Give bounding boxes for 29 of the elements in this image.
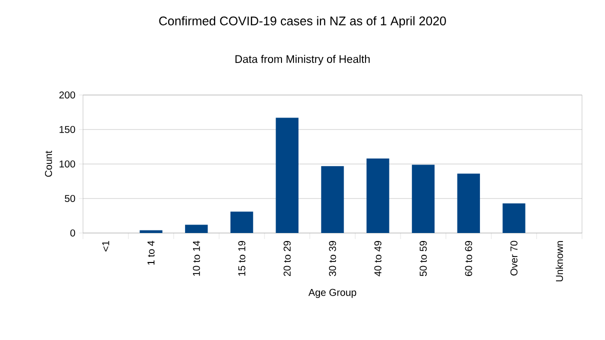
x-tick-label: <1	[102, 241, 110, 252]
bar	[276, 118, 298, 233]
bar	[412, 164, 435, 233]
x-tick-label: 20 to 29	[284, 240, 291, 276]
x-tick-label: 15 to 19	[238, 240, 246, 276]
y-tick-label: 100	[60, 160, 76, 168]
bar	[230, 212, 254, 233]
x-tick-label: Over 70	[510, 240, 518, 276]
bar	[321, 166, 344, 233]
bar	[502, 203, 526, 233]
bar	[185, 224, 208, 233]
bar	[140, 230, 162, 233]
x-tick-label: 50 to 59	[420, 240, 427, 276]
bar	[366, 158, 390, 233]
x-tick-label: 10 to 14	[192, 240, 200, 276]
chart-title: Confirmed COVID-19 cases in NZ as of 1 April 2020	[159, 16, 446, 28]
x-tick-label: Unknown	[556, 241, 563, 282]
x-tick-label: 30 to 39	[328, 240, 336, 276]
bar	[457, 174, 480, 233]
y-tick-label: 150	[60, 126, 76, 134]
y-tick-label: 0	[70, 229, 76, 237]
x-tick-label: 60 to 69	[465, 240, 472, 276]
x-tick-label: 40 to 49	[374, 240, 382, 276]
y-axis-title: Count	[44, 150, 52, 177]
chart-subtitle: Data from Ministry of Health	[236, 54, 370, 66]
y-tick-label: 200	[59, 91, 76, 99]
x-tick-label: 1 to 4	[148, 240, 155, 265]
x-axis-title: Age Group	[308, 288, 356, 298]
y-tick-label: 50	[64, 194, 76, 202]
